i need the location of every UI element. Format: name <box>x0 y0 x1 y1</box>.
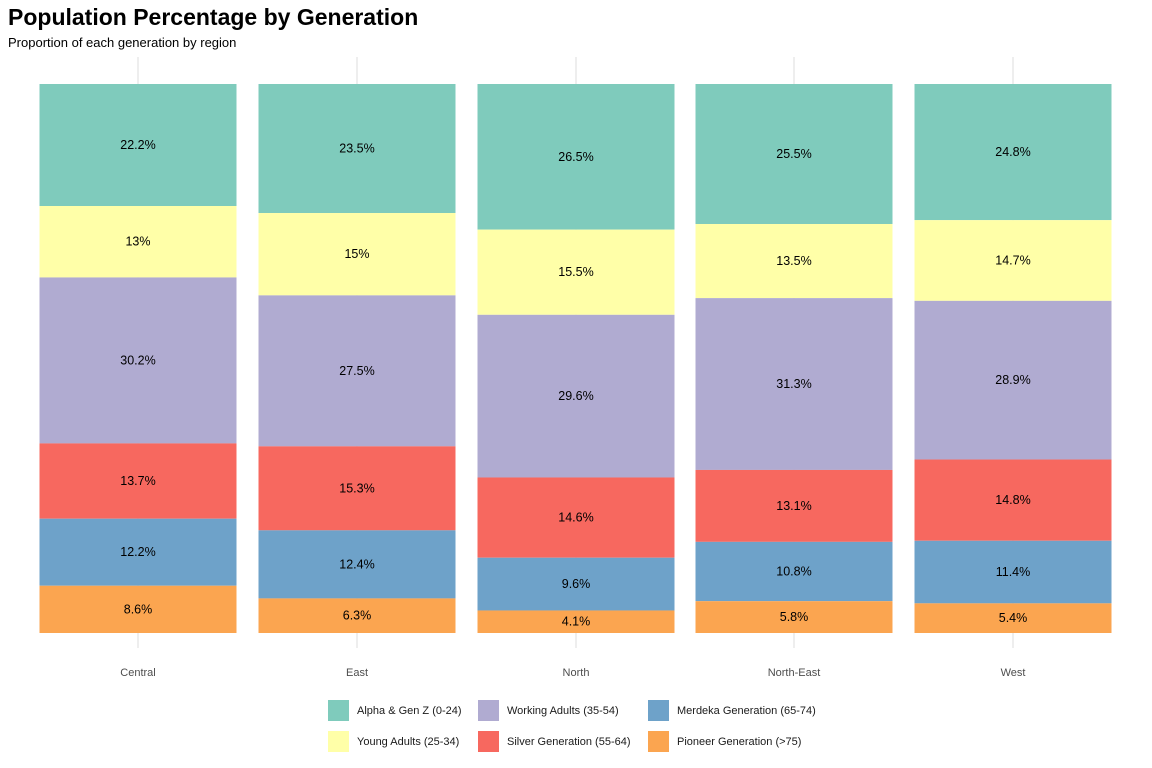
bar-segment <box>477 314 675 478</box>
legend-item: Pioneer Generation (>75) <box>648 731 801 752</box>
data-label: 29.6% <box>558 389 593 403</box>
legend-swatch <box>328 700 349 721</box>
bar-segment <box>914 459 1112 541</box>
x-tick-label: East <box>346 667 368 679</box>
legend-swatch <box>328 731 349 752</box>
data-label: 12.4% <box>339 557 374 571</box>
data-label: 4.1% <box>562 615 591 629</box>
data-label: 13% <box>125 235 150 249</box>
data-label: 10.8% <box>776 565 811 579</box>
legend-item: Silver Generation (55-64) <box>478 731 631 752</box>
bar-segment <box>39 443 237 519</box>
data-label: 24.8% <box>995 145 1030 159</box>
bar-segment <box>695 601 893 633</box>
data-label: 13.7% <box>120 474 155 488</box>
bar-segment <box>914 540 1112 604</box>
data-label: 15.5% <box>558 265 593 279</box>
x-tick-label: North <box>563 667 590 679</box>
bar-segment <box>477 477 675 558</box>
chart-title: Population Percentage by Generation <box>8 4 419 30</box>
bar-segment <box>477 84 675 230</box>
legend-item: Alpha & Gen Z (0-24) <box>328 700 462 721</box>
x-tick-label: North-East <box>768 667 821 679</box>
data-label: 27.5% <box>339 364 374 378</box>
chart-subtitle: Proportion of each generation by region <box>8 35 237 50</box>
bar-segment <box>695 223 893 299</box>
bar-segment <box>258 213 456 296</box>
bar-segment <box>914 84 1112 221</box>
bar-segment <box>477 610 675 633</box>
bar-segment <box>39 585 237 633</box>
bar-segment <box>258 295 456 447</box>
legend: Alpha & Gen Z (0-24) Young Adults (25-34)… <box>328 700 888 760</box>
bar-segment <box>914 300 1112 460</box>
legend-label: Pioneer Generation (>75) <box>677 735 802 748</box>
legend-swatch <box>478 731 499 752</box>
data-label: 14.7% <box>995 254 1030 268</box>
bar-segment <box>258 530 456 599</box>
data-label: 9.6% <box>562 577 591 591</box>
data-label: 22.2% <box>120 138 155 152</box>
bar-segment <box>477 557 675 611</box>
data-label: 11.4% <box>996 565 1031 579</box>
bar-segment <box>695 541 893 602</box>
bar-segment <box>695 469 893 542</box>
x-tick-label: West <box>1001 667 1026 679</box>
data-label: 23.5% <box>339 142 374 156</box>
legend-label: Working Adults (35-54) <box>507 704 619 717</box>
stacked-bar-chart: 22.2% 13% 30.2% 13.7% 12.2% 8.6% Central 23.5% 1… <box>39 57 1112 679</box>
legend-item: Merdeka Generation (65-74) <box>648 700 816 721</box>
data-label: 5.8% <box>780 610 809 624</box>
data-label: 13.1% <box>776 499 811 513</box>
data-label: 8.6% <box>124 602 153 616</box>
data-label: 14.8% <box>995 493 1030 507</box>
legend-label: Alpha & Gen Z (0-24) <box>357 704 462 717</box>
x-tick-label: Central <box>120 667 155 679</box>
data-label: 14.6% <box>558 511 593 525</box>
legend-label: Silver Generation (55-64) <box>507 735 631 748</box>
data-label: 15% <box>344 247 369 261</box>
bar-segment <box>695 298 893 470</box>
bar-segment <box>39 206 237 278</box>
data-label: 6.3% <box>343 609 372 623</box>
data-label: 31.3% <box>776 377 811 391</box>
bar-segment <box>477 229 675 315</box>
bar-segment <box>39 277 237 444</box>
legend-label: Merdeka Generation (65-74) <box>677 704 816 717</box>
data-label: 5.4% <box>999 611 1028 625</box>
legend-swatch <box>648 700 669 721</box>
legend-swatch <box>648 731 669 752</box>
data-label: 28.9% <box>995 373 1030 387</box>
bar-segment <box>914 220 1112 301</box>
bar-segment <box>258 446 456 531</box>
data-label: 15.3% <box>339 481 374 495</box>
data-label: 12.2% <box>120 545 155 559</box>
data-label: 30.2% <box>120 353 155 367</box>
data-label: 25.5% <box>776 147 811 161</box>
data-label: 26.5% <box>558 150 593 164</box>
bar-segment <box>695 84 893 224</box>
bar-segment <box>258 598 456 633</box>
bar-segment <box>39 518 237 586</box>
bar-segment <box>914 603 1112 633</box>
legend-item: Working Adults (35-54) <box>478 700 619 721</box>
legend-item: Young Adults (25-34) <box>328 731 459 752</box>
data-label: 13.5% <box>776 254 811 268</box>
legend-label: Young Adults (25-34) <box>357 735 460 748</box>
legend-swatch <box>478 700 499 721</box>
bar-segment <box>39 84 237 206</box>
bar-segment <box>258 84 456 214</box>
